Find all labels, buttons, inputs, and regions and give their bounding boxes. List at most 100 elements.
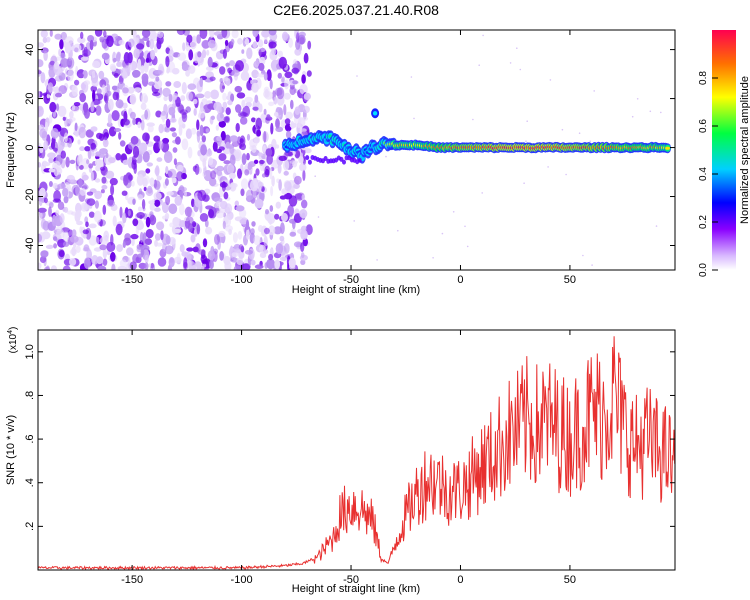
noise-blob <box>119 140 126 147</box>
noise-blob <box>270 122 274 135</box>
noise-blob <box>106 35 114 48</box>
spectrogram-y-ticks: -40 -20 0 20 40 <box>24 43 675 253</box>
noise-blob <box>96 132 103 140</box>
noise-blob <box>271 47 277 56</box>
noise-blob <box>112 57 118 63</box>
noise-blob <box>149 177 155 187</box>
noise-blob <box>209 177 217 187</box>
noise-blob <box>128 38 135 48</box>
sparse-dot <box>509 62 512 64</box>
noise-blob <box>118 132 122 140</box>
noise-blob <box>79 187 87 196</box>
noise-blob <box>301 194 306 200</box>
noise-blob <box>99 166 106 171</box>
noise-blob <box>150 262 155 269</box>
noise-blob <box>290 99 294 110</box>
noise-blob <box>241 49 245 54</box>
noise-blob <box>290 120 295 130</box>
noise-blob <box>249 169 253 175</box>
noise-blob <box>47 82 54 93</box>
noise-blob <box>148 200 155 205</box>
sparse-dot <box>410 76 413 78</box>
noise-blob <box>188 223 193 233</box>
noise-blob <box>106 122 113 128</box>
noise-blob <box>78 126 87 139</box>
noise-blob <box>90 171 94 182</box>
noise-blob <box>141 73 149 83</box>
noise-blob <box>241 153 247 166</box>
noise-blob <box>38 59 44 68</box>
noise-blob <box>50 265 57 270</box>
noise-blob <box>223 160 231 165</box>
noise-blob <box>205 149 213 157</box>
noise-blob <box>122 241 126 249</box>
noise-blob <box>196 131 201 143</box>
noise-blob <box>295 39 301 50</box>
noise-blob <box>220 130 226 141</box>
noise-blob <box>156 175 162 181</box>
sparse-dot <box>526 120 528 122</box>
noise-blob <box>73 102 81 107</box>
noise-blob <box>306 70 312 77</box>
noise-blob <box>199 77 203 88</box>
noise-blob <box>71 85 78 97</box>
spectrogram-x-ticks: -150 -100 -50 0 50 <box>121 30 576 286</box>
sparse-dot <box>516 47 518 49</box>
sparse-dot <box>660 111 662 114</box>
noise-blob <box>64 42 71 54</box>
noise-blob <box>38 233 43 243</box>
noise-blob <box>121 190 128 196</box>
noise-blob <box>215 124 220 131</box>
noise-blob <box>161 110 166 116</box>
sparse-dot <box>353 220 356 222</box>
noise-blob <box>240 71 250 81</box>
x-tick-label: 0 <box>457 274 463 286</box>
sparse-dot <box>591 264 593 266</box>
noise-blob <box>145 168 151 174</box>
noise-blob <box>278 179 282 191</box>
noise-blob <box>294 175 302 185</box>
noise-blob <box>69 235 79 243</box>
noise-blob <box>53 147 58 152</box>
noise-blob <box>122 84 130 97</box>
sparse-dot <box>385 155 387 158</box>
noise-blob <box>218 146 225 151</box>
sparse-dot <box>317 216 320 218</box>
noise-blob <box>89 39 94 51</box>
noise-blob <box>38 91 41 98</box>
noise-blob <box>176 252 181 263</box>
noise-blob <box>63 195 69 204</box>
noise-blob <box>116 244 123 253</box>
noise-blob <box>99 244 107 251</box>
noise-blob <box>105 170 115 179</box>
noise-blob <box>48 114 53 124</box>
noise-blob <box>131 237 135 247</box>
noise-blob <box>250 79 254 85</box>
noise-blob <box>265 148 273 157</box>
noise-blob <box>163 95 168 102</box>
x-tick-label: 50 <box>564 574 576 586</box>
y-tick-label: 1.0 <box>24 344 36 359</box>
noise-blob <box>153 180 161 191</box>
noise-blob <box>177 52 187 61</box>
noise-blob <box>51 214 57 227</box>
noise-blob <box>263 108 267 115</box>
sparse-dot <box>482 34 484 37</box>
noise-blob <box>39 212 43 219</box>
colorbar-gradient <box>712 30 736 270</box>
snr-panel: -150 -100 -50 0 50 .2 .4 .6 .8 1.0 Height of str… <box>5 327 676 595</box>
noise-blob <box>181 138 189 151</box>
noise-blob <box>253 235 261 246</box>
noise-blob <box>218 120 226 128</box>
noise-blob <box>269 248 274 255</box>
noise-blob <box>245 219 250 230</box>
noise-blob <box>223 191 229 200</box>
spectrogram-frame <box>37 29 676 271</box>
noise-blob <box>164 245 174 255</box>
noise-blob <box>150 49 156 60</box>
noise-blob <box>122 159 129 165</box>
noise-blob <box>227 100 233 106</box>
noise-blob <box>57 201 65 210</box>
noise-blob <box>205 66 214 71</box>
noise-blob <box>95 105 102 116</box>
